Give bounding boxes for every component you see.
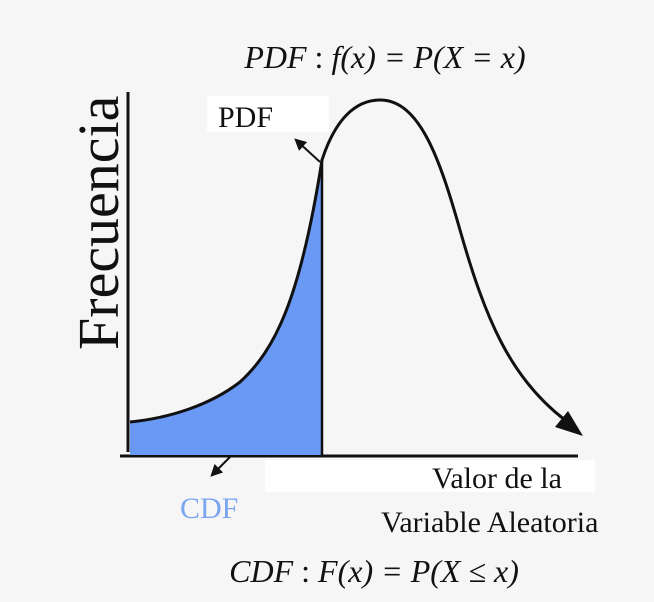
y-axis-label: Frecuencia	[66, 96, 131, 350]
pdf-pointer-arrow	[294, 138, 321, 163]
pdf-curve	[129, 98, 566, 424]
pdf-label: PDF	[218, 101, 273, 134]
bottom-formula: CDF : F(x) = P(X ≤ x)	[229, 553, 519, 589]
pdf-label-box	[207, 96, 329, 132]
cdf-shaded-area	[130, 160, 322, 455]
top-formula: PDF : f(x) = P(X = x)	[243, 39, 525, 75]
cdf-label: CDF	[180, 492, 238, 525]
curve-arrowhead	[555, 411, 583, 436]
cdf-pointer-arrow	[210, 456, 231, 477]
x-axis-label-line1: Valor de la	[432, 462, 562, 495]
x-axis-label-box	[265, 460, 595, 492]
x-axis-label-line2: Variable Aleatoria	[381, 506, 598, 539]
